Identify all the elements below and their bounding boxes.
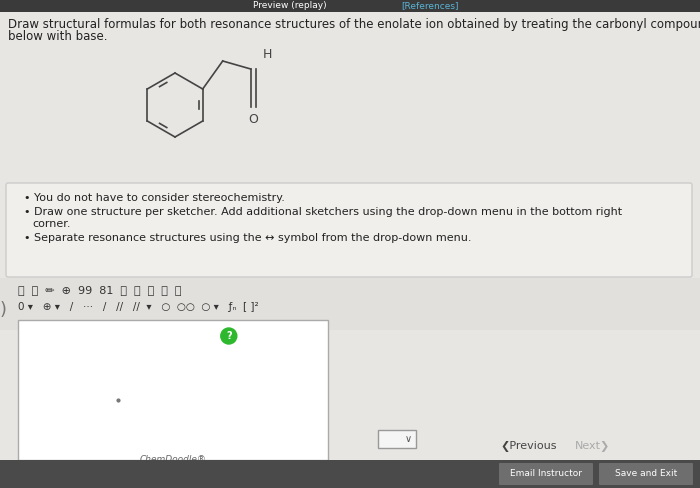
Bar (0, 460, 700, 488)
Text: H: H (262, 48, 272, 61)
Text: ❮Previous: ❮Previous (500, 442, 556, 452)
Bar (378, 430, 416, 448)
Text: Draw structural formulas for both resonance structures of the enolate ion obtain: Draw structural formulas for both resona… (8, 18, 700, 31)
FancyBboxPatch shape (6, 183, 692, 277)
Text: ): ) (0, 301, 6, 319)
Text: ChemDoodle®: ChemDoodle® (139, 455, 206, 464)
Text: corner.: corner. (32, 219, 71, 229)
Text: [References]: [References] (401, 1, 458, 11)
Text: 🖐  🔒  ✏  ⊕  99  81  🐾  📷  🔍  🔍  🎨: 🖐 🔒 ✏ ⊕ 99 81 🐾 📷 🔍 🔍 🎨 (18, 285, 181, 295)
Text: Preview (replay): Preview (replay) (253, 1, 327, 11)
Text: • Draw one structure per sketcher. Add additional sketchers using the drop-down : • Draw one structure per sketcher. Add a… (24, 207, 622, 217)
Text: • Separate resonance structures using the ↔ symbol from the drop-down menu.: • Separate resonance structures using th… (24, 233, 472, 243)
FancyBboxPatch shape (499, 463, 593, 485)
Text: below with base.: below with base. (8, 30, 108, 43)
Circle shape (220, 328, 237, 344)
Text: 0 ▾   ⊕ ▾   /   ···   /   //   //  ▾   ○  ○○  ○ ▾   ƒₙ  [ ]²: 0 ▾ ⊕ ▾ / ··· / // // ▾ ○ ○○ ○ ▾ ƒₙ [ ]² (18, 302, 258, 312)
Bar (0, 0, 700, 12)
Text: Email Instructor: Email Instructor (510, 469, 582, 479)
Bar (18, 320, 328, 460)
Text: Save and Exit: Save and Exit (615, 469, 677, 479)
Text: ∨: ∨ (405, 434, 412, 444)
Bar (0, 278, 700, 330)
Text: Next❯: Next❯ (575, 442, 610, 452)
FancyBboxPatch shape (599, 463, 693, 485)
Text: ?: ? (226, 331, 232, 341)
Text: O: O (248, 113, 258, 126)
Text: • You do not have to consider stereochemistry.: • You do not have to consider stereochem… (24, 193, 285, 203)
